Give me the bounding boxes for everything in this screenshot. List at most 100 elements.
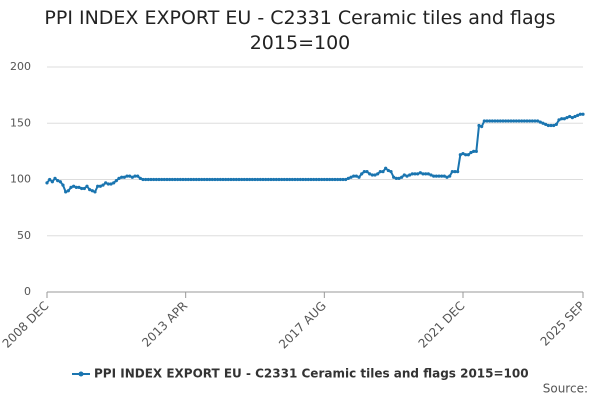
marker xyxy=(453,170,457,174)
marker xyxy=(200,177,204,182)
marker xyxy=(488,119,492,123)
marker xyxy=(429,173,433,177)
marker xyxy=(501,119,505,123)
marker xyxy=(58,180,62,184)
legend-item: PPI INDEX EXPORT EU - C2331 Ceramic tile… xyxy=(72,367,529,381)
marker xyxy=(354,174,358,178)
marker xyxy=(104,181,108,185)
marker xyxy=(181,177,185,182)
marker xyxy=(368,172,372,176)
marker xyxy=(248,177,252,182)
marker xyxy=(581,112,585,116)
marker xyxy=(304,177,308,182)
marker xyxy=(128,174,132,178)
marker xyxy=(378,170,382,174)
marker xyxy=(242,177,246,182)
marker xyxy=(578,112,582,116)
marker xyxy=(357,175,361,179)
x-tick-label: 2013 APR xyxy=(139,299,190,350)
marker xyxy=(376,172,380,176)
marker xyxy=(184,177,188,182)
marker xyxy=(160,177,164,182)
marker xyxy=(576,113,580,117)
marker xyxy=(224,177,228,182)
marker xyxy=(482,119,486,123)
marker xyxy=(333,177,337,182)
marker xyxy=(328,177,332,182)
marker xyxy=(245,177,249,182)
marker xyxy=(506,119,510,123)
marker xyxy=(426,172,430,176)
marker xyxy=(341,177,345,182)
marker xyxy=(205,177,209,182)
marker xyxy=(365,170,369,174)
marker xyxy=(314,177,318,182)
y-tick-label: 150 xyxy=(10,116,31,129)
chart-title: PPI INDEX EXPORT EU - C2331 Ceramic tile… xyxy=(44,7,556,54)
marker xyxy=(186,177,190,182)
marker xyxy=(101,183,105,187)
marker xyxy=(536,119,540,123)
marker xyxy=(413,172,417,176)
marker xyxy=(421,172,425,176)
marker xyxy=(74,185,78,189)
marker xyxy=(208,177,212,182)
marker xyxy=(50,180,54,184)
marker xyxy=(480,125,484,129)
marker xyxy=(250,177,254,182)
marker xyxy=(112,181,116,185)
marker xyxy=(130,175,134,179)
marker xyxy=(237,177,241,182)
marker xyxy=(325,177,329,182)
legend-marker xyxy=(78,371,84,377)
marker xyxy=(85,184,89,188)
marker xyxy=(336,177,340,182)
legend-label: PPI INDEX EXPORT EU - C2331 Ceramic tile… xyxy=(94,367,529,381)
marker xyxy=(272,177,276,182)
marker xyxy=(106,182,110,186)
marker xyxy=(440,174,444,178)
marker xyxy=(458,153,462,157)
marker xyxy=(530,119,534,123)
y-tick-label: 100 xyxy=(10,173,31,186)
marker xyxy=(461,152,465,156)
marker xyxy=(72,184,76,188)
x-tick-label: 2008 DEC xyxy=(0,299,52,351)
marker xyxy=(258,177,262,182)
y-tick-label: 50 xyxy=(17,229,31,242)
marker xyxy=(176,177,180,182)
marker xyxy=(384,166,388,170)
marker xyxy=(464,153,468,157)
marker xyxy=(277,177,281,182)
marker xyxy=(144,177,148,182)
marker xyxy=(122,175,126,179)
marker xyxy=(386,168,390,173)
marker xyxy=(194,177,198,182)
marker xyxy=(570,116,574,120)
marker xyxy=(408,173,412,177)
marker xyxy=(178,177,182,182)
marker xyxy=(168,177,172,182)
marker xyxy=(64,190,68,194)
marker xyxy=(541,121,545,125)
marker xyxy=(432,174,436,178)
marker xyxy=(418,171,422,175)
marker xyxy=(568,114,572,119)
marker xyxy=(77,185,81,189)
marker xyxy=(522,119,526,123)
marker xyxy=(405,174,409,178)
marker xyxy=(394,176,398,180)
marker xyxy=(301,177,305,182)
marker xyxy=(538,120,542,124)
marker xyxy=(306,177,310,182)
marker xyxy=(349,175,353,179)
x-tick-label: 2025 SEP xyxy=(538,299,588,349)
marker xyxy=(232,177,236,182)
marker xyxy=(202,177,206,182)
marker xyxy=(53,176,57,180)
marker xyxy=(381,170,385,174)
marker xyxy=(466,153,470,157)
marker xyxy=(269,177,273,182)
marker xyxy=(445,175,449,179)
